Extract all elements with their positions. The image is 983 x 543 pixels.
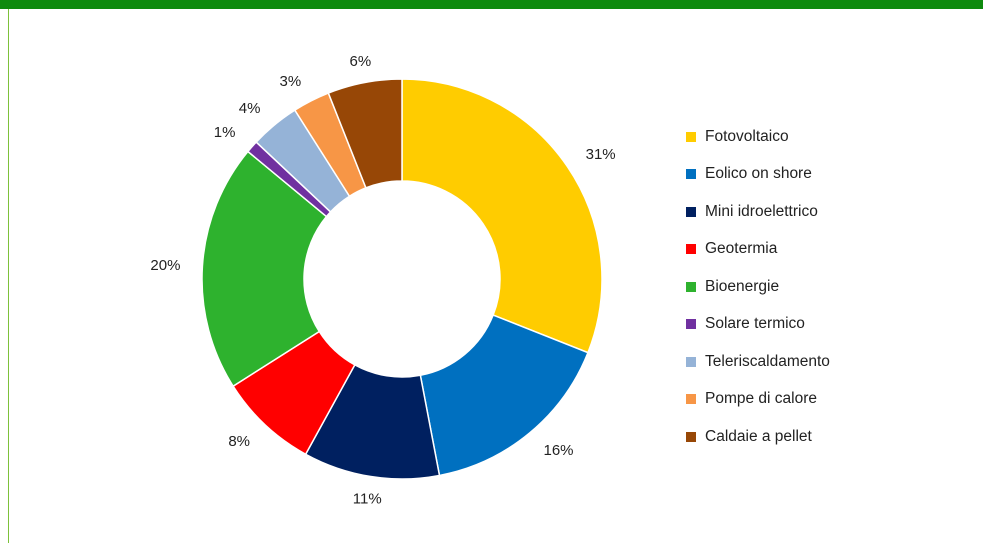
donut-slice bbox=[327, 78, 403, 189]
slice-percent-label: 11% bbox=[353, 490, 382, 507]
legend-swatch bbox=[686, 244, 696, 255]
legend-item: Eolico on shore bbox=[686, 156, 946, 194]
legend-swatch bbox=[686, 131, 696, 142]
legend-label: Solare termico bbox=[705, 315, 805, 333]
legend-swatch bbox=[686, 206, 696, 217]
legend-item: Caldaie a pellet bbox=[686, 418, 946, 456]
legend-swatch bbox=[686, 319, 696, 330]
legend-label: Mini idroelettrico bbox=[705, 202, 818, 220]
legend-item: Bioenergie bbox=[686, 268, 946, 306]
slice-percent-label: 16% bbox=[544, 442, 574, 459]
donut-slice bbox=[201, 150, 328, 388]
legend-label: Caldaie a pellet bbox=[705, 427, 812, 445]
legend-item: Geotermia bbox=[686, 231, 946, 269]
slice-percent-label: 1% bbox=[214, 124, 236, 141]
slice-percent-label: 3% bbox=[280, 73, 302, 90]
legend-item: Pompe di calore bbox=[686, 381, 946, 419]
legend-label: Geotermia bbox=[705, 240, 778, 258]
legend-label: Fotovoltaico bbox=[705, 127, 789, 145]
legend-swatch bbox=[686, 169, 696, 180]
legend-label: Teleriscaldamento bbox=[705, 352, 830, 370]
legend-item: Mini idroelettrico bbox=[686, 193, 946, 231]
legend-item: Teleriscaldamento bbox=[686, 343, 946, 381]
legend-item: Fotovoltaico bbox=[686, 118, 946, 156]
slice-percent-label: 8% bbox=[228, 433, 250, 450]
donut-slice bbox=[401, 78, 603, 354]
chart-legend: Fotovoltaico Eolico on shore Mini idroelet… bbox=[686, 118, 946, 456]
donut-slice bbox=[419, 314, 589, 477]
legend-swatch bbox=[686, 394, 696, 405]
top-bar bbox=[0, 0, 983, 9]
legend-swatch bbox=[686, 431, 696, 442]
legend-label: Eolico on shore bbox=[705, 165, 812, 183]
frame-border bbox=[8, 9, 9, 543]
legend-item: Solare termico bbox=[686, 306, 946, 344]
slice-percent-label: 31% bbox=[586, 146, 616, 163]
slice-percent-label: 4% bbox=[239, 100, 261, 117]
legend-label: Pompe di calore bbox=[705, 390, 818, 408]
legend-swatch bbox=[686, 281, 696, 292]
slice-percent-label: 6% bbox=[350, 53, 372, 70]
slice-percent-label: 20% bbox=[150, 257, 180, 274]
legend-swatch bbox=[686, 356, 696, 367]
legend-label: Bioenergie bbox=[705, 277, 780, 295]
